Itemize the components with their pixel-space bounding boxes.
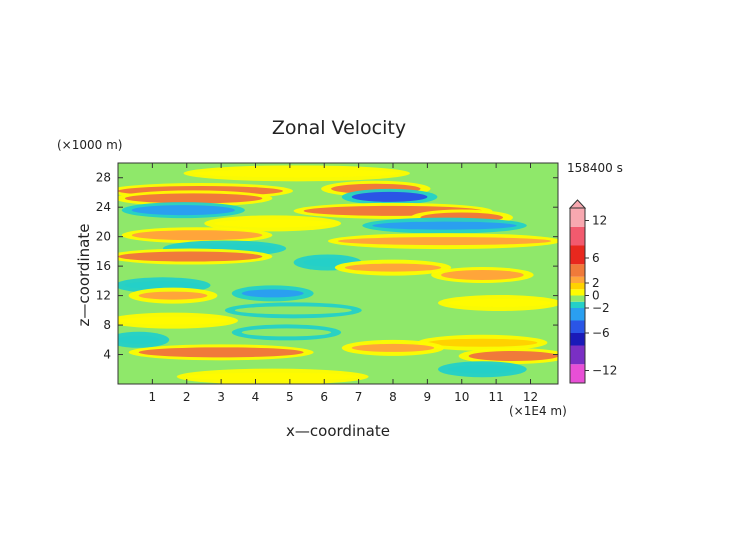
heatmap-band <box>241 328 332 337</box>
heatmap-band <box>138 291 208 300</box>
heatmap-field <box>118 163 558 384</box>
colorbar-segment <box>570 283 585 290</box>
x-tick-label: 5 <box>286 390 294 404</box>
time-label: 158400 s <box>567 161 623 175</box>
colorbar-segment <box>570 295 585 302</box>
heatmap-band <box>448 365 517 374</box>
y-tick-label: 12 <box>96 289 111 303</box>
heatmap-band <box>441 269 524 280</box>
x-tick-label: 4 <box>252 390 260 404</box>
colorbar-segment <box>570 226 585 246</box>
colorbar-segment <box>570 320 585 333</box>
x-axis-ticks: 1 2 3 4 5 6 7 8 9 10 11 12 <box>149 163 538 404</box>
heatmap-band <box>124 281 201 290</box>
colorbar-tick-label: −6 <box>592 326 610 340</box>
y-tick-label: 4 <box>103 348 111 362</box>
x-tick-label: 9 <box>424 390 432 404</box>
colorbar-segment <box>570 245 585 265</box>
x-tick-label: 11 <box>488 390 503 404</box>
colorbar-tick-label: −12 <box>592 364 617 378</box>
x-tick-label: 3 <box>217 390 225 404</box>
colorbar-tick-label: 12 <box>592 214 607 228</box>
heatmap-band <box>186 372 359 381</box>
x-tick-label: 10 <box>454 390 469 404</box>
heatmap-band <box>351 343 435 352</box>
colorbar-segment <box>570 308 585 321</box>
chart-title: Zonal Velocity <box>272 117 406 139</box>
heatmap-band <box>118 251 263 262</box>
heatmap-band <box>427 338 538 347</box>
heatmap-band <box>131 205 235 216</box>
colorbar-segment <box>570 276 585 283</box>
heatmap-band <box>234 306 352 315</box>
y-tick-label: 28 <box>96 171 111 185</box>
heatmap-band <box>118 335 160 344</box>
y-tick-label: 16 <box>96 259 111 273</box>
heatmap-band <box>351 191 428 202</box>
x-tick-label: 2 <box>183 390 191 404</box>
x-tick-label: 6 <box>320 390 328 404</box>
heatmap-band <box>193 169 400 178</box>
x-axis-unit: (×1E4 m) <box>509 404 567 418</box>
heatmap-band <box>241 289 304 298</box>
heatmap-band <box>344 263 442 272</box>
heatmap-band <box>338 237 552 246</box>
colorbar-segment <box>570 264 585 277</box>
x-tick-label: 1 <box>149 390 157 404</box>
heatmap-band <box>214 219 332 228</box>
colorbar-tick-label: −2 <box>592 301 610 315</box>
colorbar-tick-label: 6 <box>592 251 600 265</box>
heatmap-band <box>131 230 263 241</box>
x-tick-label: 12 <box>523 390 538 404</box>
colorbar-tick-label: 0 <box>592 289 600 303</box>
colorbar: 12 6 20−2 −6 −12 <box>568 199 617 384</box>
colorbar-segment <box>570 333 585 346</box>
heatmap-band <box>448 298 552 307</box>
y-tick-label: 20 <box>96 230 111 244</box>
colorbar-segment <box>570 208 585 227</box>
x-tick-label: 7 <box>355 390 363 404</box>
y-axis-label: z—coordinate <box>75 224 93 327</box>
colorbar-extend-arrow <box>568 199 587 209</box>
heatmap-band <box>468 351 558 362</box>
heatmap-band <box>138 347 304 358</box>
colorbar-tick-label: 2 <box>592 276 600 290</box>
x-tick-label: 8 <box>389 390 397 404</box>
plot-frame <box>117 162 559 385</box>
heatmap-band <box>118 316 228 325</box>
y-axis-ticks: 4 8 12 16 20 24 28 <box>96 171 558 362</box>
colorbar-segment <box>570 345 585 365</box>
heatmap-band <box>372 221 517 230</box>
y-tick-label: 24 <box>96 200 111 214</box>
plot-area <box>117 162 559 385</box>
y-tick-label: 8 <box>103 318 111 332</box>
heatmap-band <box>124 193 263 204</box>
x-axis-label: x—coordinate <box>286 422 390 440</box>
y-axis-unit: (×1000 m) <box>57 138 122 152</box>
colorbar-segment <box>570 289 585 296</box>
colorbar-segment <box>570 301 585 308</box>
colorbar-segment <box>570 364 585 383</box>
